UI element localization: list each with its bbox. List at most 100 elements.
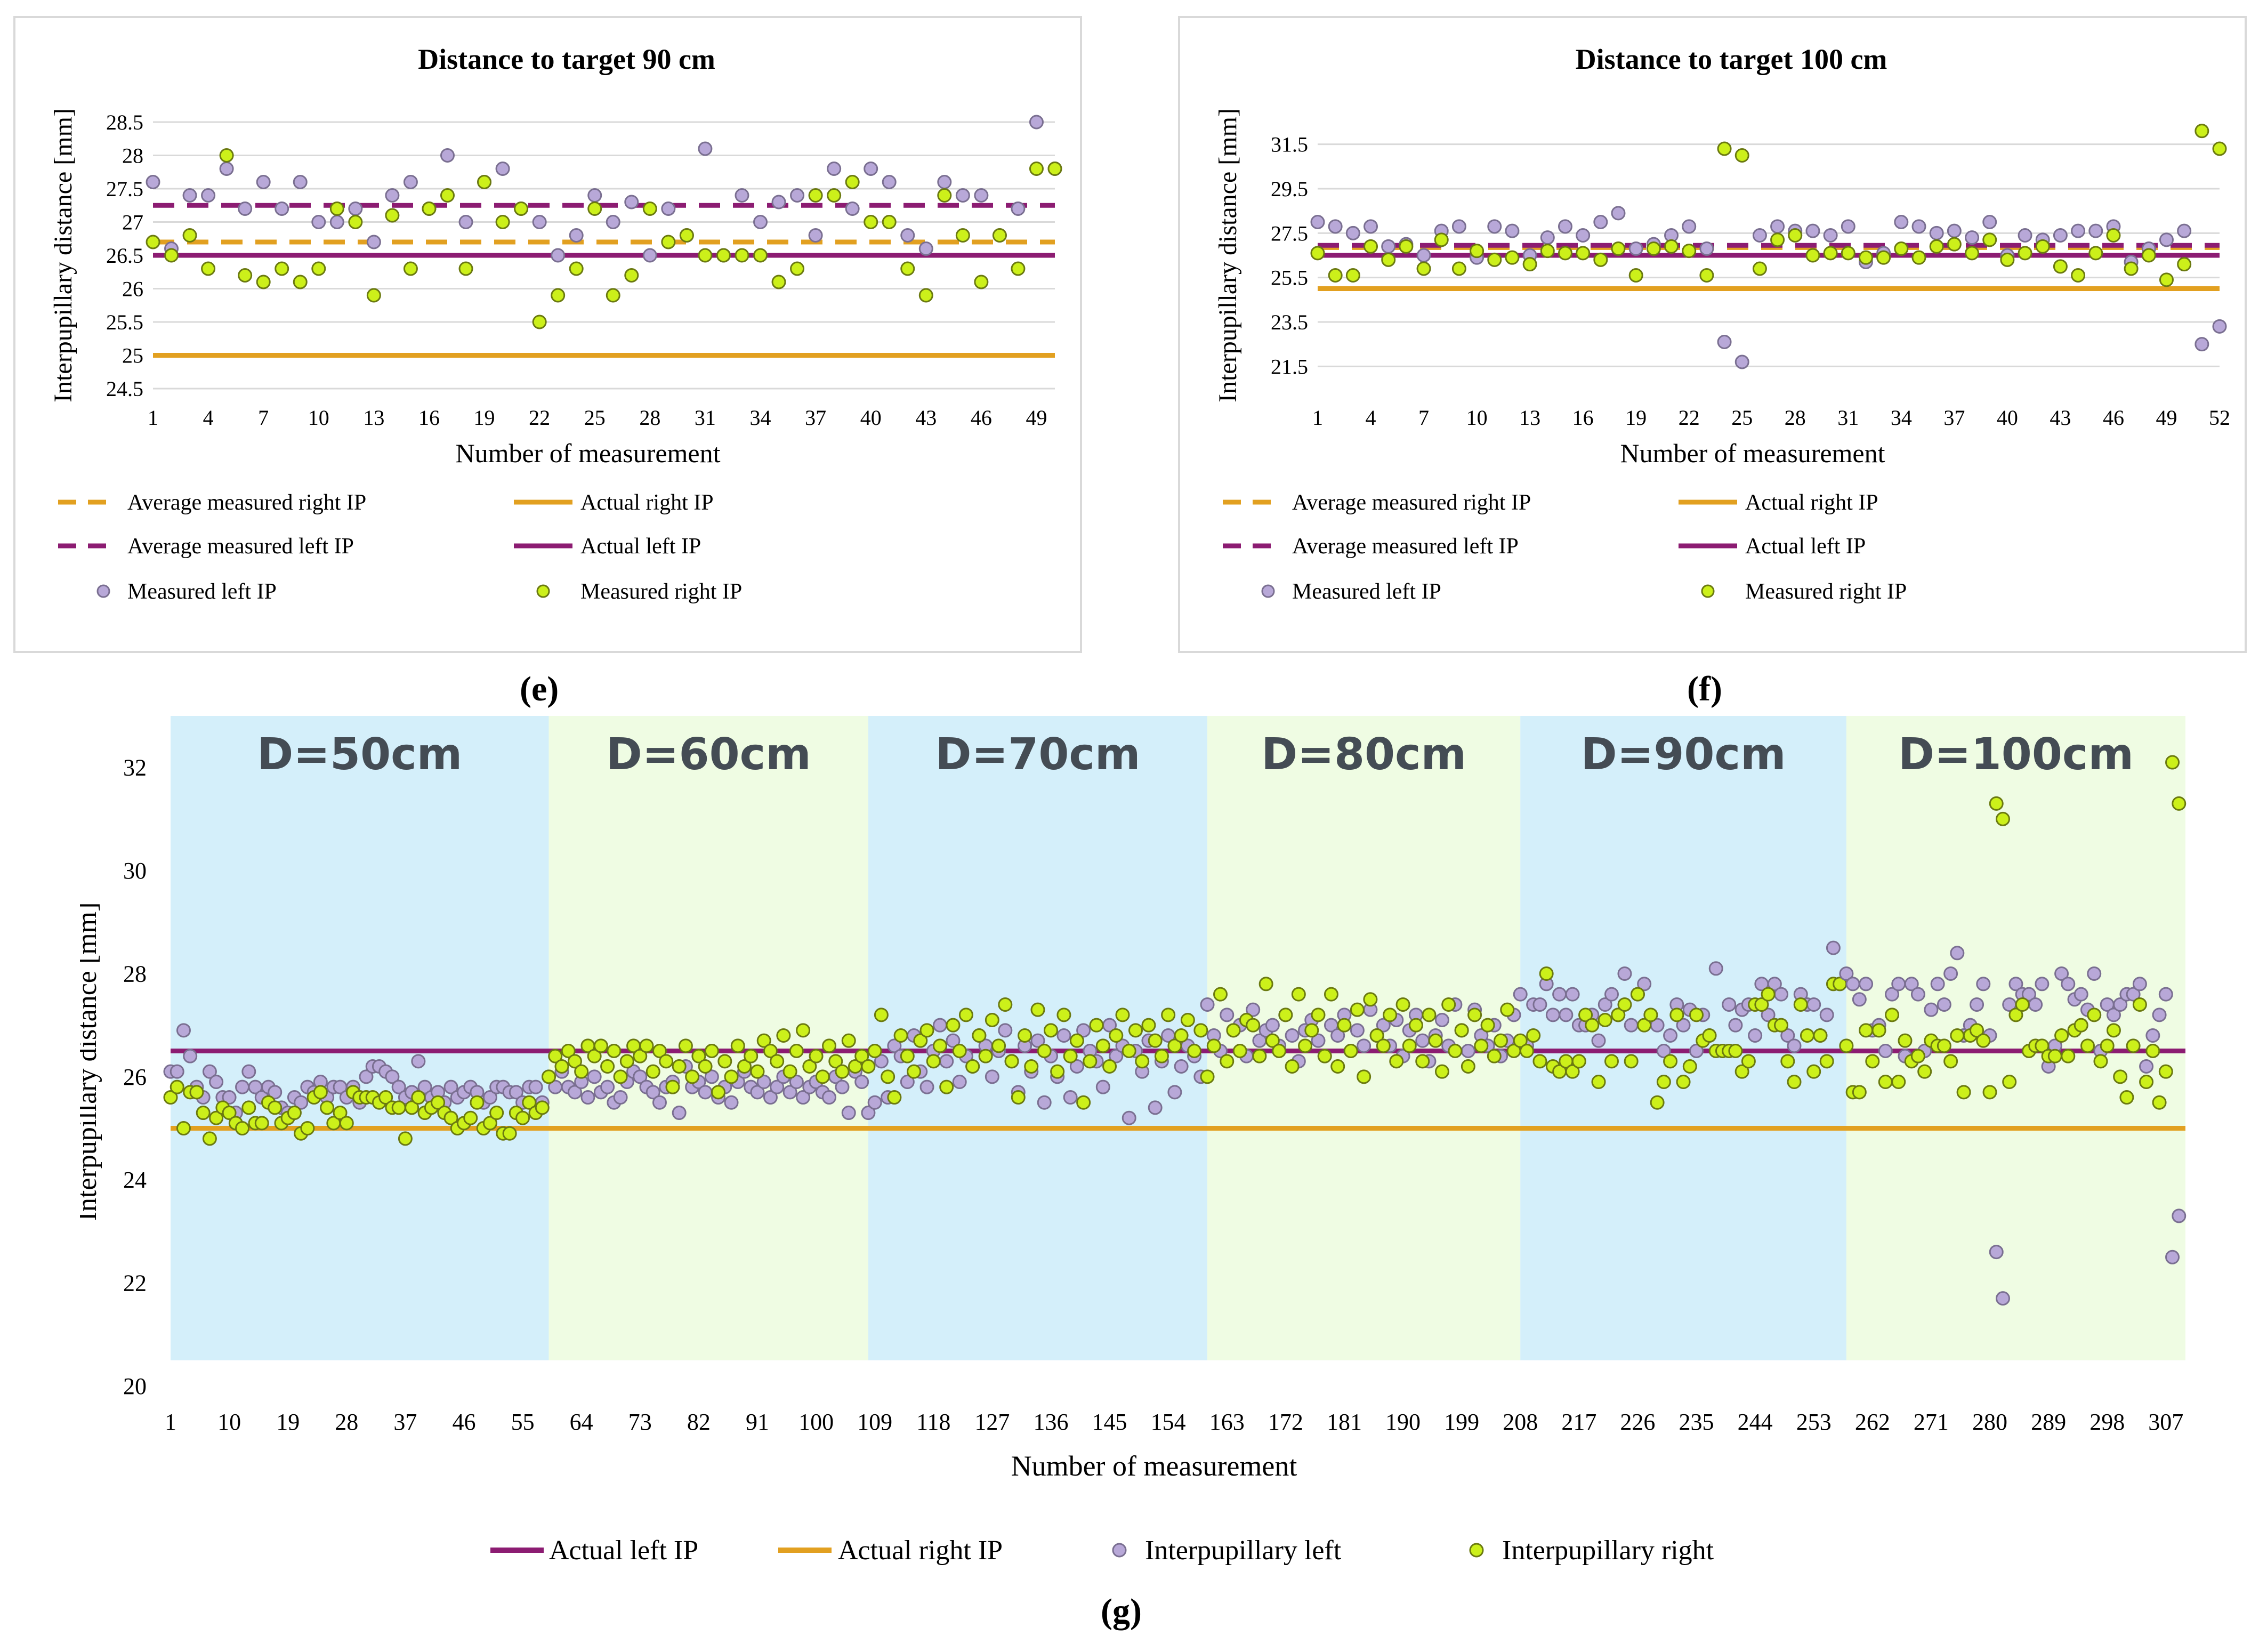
legend-actual-left: Actual left IP <box>549 1535 698 1566</box>
interpupillary-left-point <box>1839 966 1854 981</box>
interpupillary-right-point <box>1161 1008 1176 1022</box>
measured-right-point <box>918 288 933 303</box>
interpupillary-right-point <box>1995 811 2010 826</box>
interpupillary-left-point <box>600 1079 615 1094</box>
measured-right-point <box>2071 268 2086 283</box>
interpupillary-right-point <box>1513 1033 1528 1048</box>
measured-right-point <box>1646 241 1661 256</box>
interpupillary-right-point <box>2087 1008 2102 1022</box>
measured-right-point <box>2000 252 2015 267</box>
interpupillary-right-point <box>339 1116 354 1131</box>
interpupillary-right-point <box>2080 1038 2095 1053</box>
interpupillary-right-point <box>1428 1033 1443 1048</box>
interpupillary-right-point <box>1278 1008 1293 1022</box>
measured-left-point <box>256 175 271 189</box>
y-tick-label: 27.5 <box>1271 221 1308 245</box>
interpupillary-left-point <box>385 1069 400 1084</box>
measured-left-point <box>440 148 455 163</box>
interpupillary-right-point <box>2054 1028 2069 1043</box>
interpupillary-right-point <box>750 1064 765 1079</box>
measured-left-point <box>2177 223 2192 238</box>
measured-right-point <box>1682 244 1697 259</box>
measured-right-point <box>1841 246 1855 261</box>
x-tick-label: 43 <box>915 406 937 430</box>
interpupillary-left-point <box>1565 987 1580 1002</box>
interpupillary-right-point <box>1643 1008 1658 1022</box>
interpupillary-left-point <box>704 1069 719 1084</box>
y-tick-label: 28 <box>122 144 143 168</box>
interpupillary-right-point <box>809 1049 824 1063</box>
interpupillary-right-point <box>1167 1038 1182 1053</box>
x-tick-label: 181 <box>1327 1409 1362 1435</box>
interpupillary-left-point <box>1970 997 1984 1012</box>
interpupillary-right-point <box>998 997 1013 1012</box>
interpupillary-right-point <box>919 1023 934 1038</box>
measured-right-point <box>1894 241 1909 256</box>
measured-right-point <box>1345 268 1360 283</box>
interpupillary-right-point <box>1095 1038 1110 1053</box>
measured-left-point <box>1929 225 1944 240</box>
y-tick-label: 26 <box>122 277 143 301</box>
measured-right-point <box>1328 268 1343 283</box>
interpupillary-right-point <box>1474 1038 1489 1053</box>
interpupillary-right-point <box>2015 997 2030 1012</box>
measured-right-point <box>182 228 197 243</box>
interpupillary-left-point <box>1076 1023 1091 1038</box>
interpupillary-right-point <box>1154 1049 1169 1063</box>
interpupillary-right-point <box>567 1054 582 1069</box>
interpupillary-right-point <box>1806 1064 1821 1079</box>
interpupillary-right-point <box>1415 1054 1430 1069</box>
distance-band <box>548 716 868 1360</box>
interpupillary-right-point <box>1819 1054 1834 1069</box>
interpupillary-right-point <box>1774 1018 1789 1033</box>
interpupillary-right-point <box>698 1059 713 1074</box>
interpupillary-right-point <box>965 1059 980 1074</box>
measured-right-point <box>1451 261 1466 276</box>
x-tick-label: 226 <box>1620 1409 1655 1435</box>
interpupillary-right-point <box>196 1106 211 1121</box>
interpupillary-left-point <box>294 1095 309 1110</box>
interpupillary-right-point <box>1943 1054 1958 1069</box>
measured-left-point <box>2018 228 2032 243</box>
measured-right-point <box>1770 232 1785 247</box>
interpupillary-right-point <box>1878 1075 1893 1090</box>
measured-left-point <box>1611 206 1626 221</box>
interpupillary-right-point <box>1970 1023 1984 1038</box>
measured-right-point <box>2159 272 2174 287</box>
interpupillary-left-point <box>2113 997 2128 1012</box>
interpupillary-left-point <box>359 1069 374 1084</box>
interpupillary-right-point <box>1206 1038 1221 1053</box>
measured-right-point <box>164 248 179 263</box>
interpupillary-left-point <box>835 1079 850 1094</box>
y-tick-label: 26 <box>123 1064 147 1090</box>
interpupillary-right-point <box>881 1069 895 1084</box>
interpupillary-right-point <box>1187 1044 1202 1058</box>
interpupillary-right-point <box>1494 1033 1508 1048</box>
x-tick-label: 19 <box>474 406 495 430</box>
legend-measured-left: Measured left IP <box>1292 579 1441 604</box>
interpupillary-right-point <box>1702 1028 1717 1043</box>
interpupillary-right-point <box>2165 755 2180 770</box>
y-tick-label: 28.5 <box>106 110 143 134</box>
interpupillary-left-point <box>633 1069 648 1084</box>
measured-right-point <box>827 188 842 203</box>
x-tick-label: 37 <box>1943 406 1965 430</box>
interpupillary-right-point <box>574 1064 589 1079</box>
interpupillary-left-point <box>770 1079 785 1094</box>
x-tick-label: 16 <box>1572 406 1594 430</box>
interpupillary-left-point <box>939 1054 954 1069</box>
interpupillary-right-point <box>1669 1008 1684 1022</box>
interpupillary-left-point <box>2021 987 2036 1002</box>
interpupillary-left-point <box>646 1085 660 1100</box>
measured-right-point <box>753 248 768 263</box>
interpupillary-right-point <box>1585 1018 1600 1033</box>
interpupillary-right-point <box>1480 1018 1495 1033</box>
interpupillary-left-point <box>1761 1008 1776 1022</box>
interpupillary-left-point <box>1220 1008 1235 1022</box>
interpupillary-left-point <box>2139 1059 2154 1074</box>
interpupillary-right-point <box>1213 987 1228 1002</box>
chart-title: Distance to target 100 cm <box>1576 43 1887 75</box>
measured-left-point <box>1947 223 1962 238</box>
measured-right-point <box>1752 261 1767 276</box>
interpupillary-right-point <box>1689 1008 1704 1022</box>
